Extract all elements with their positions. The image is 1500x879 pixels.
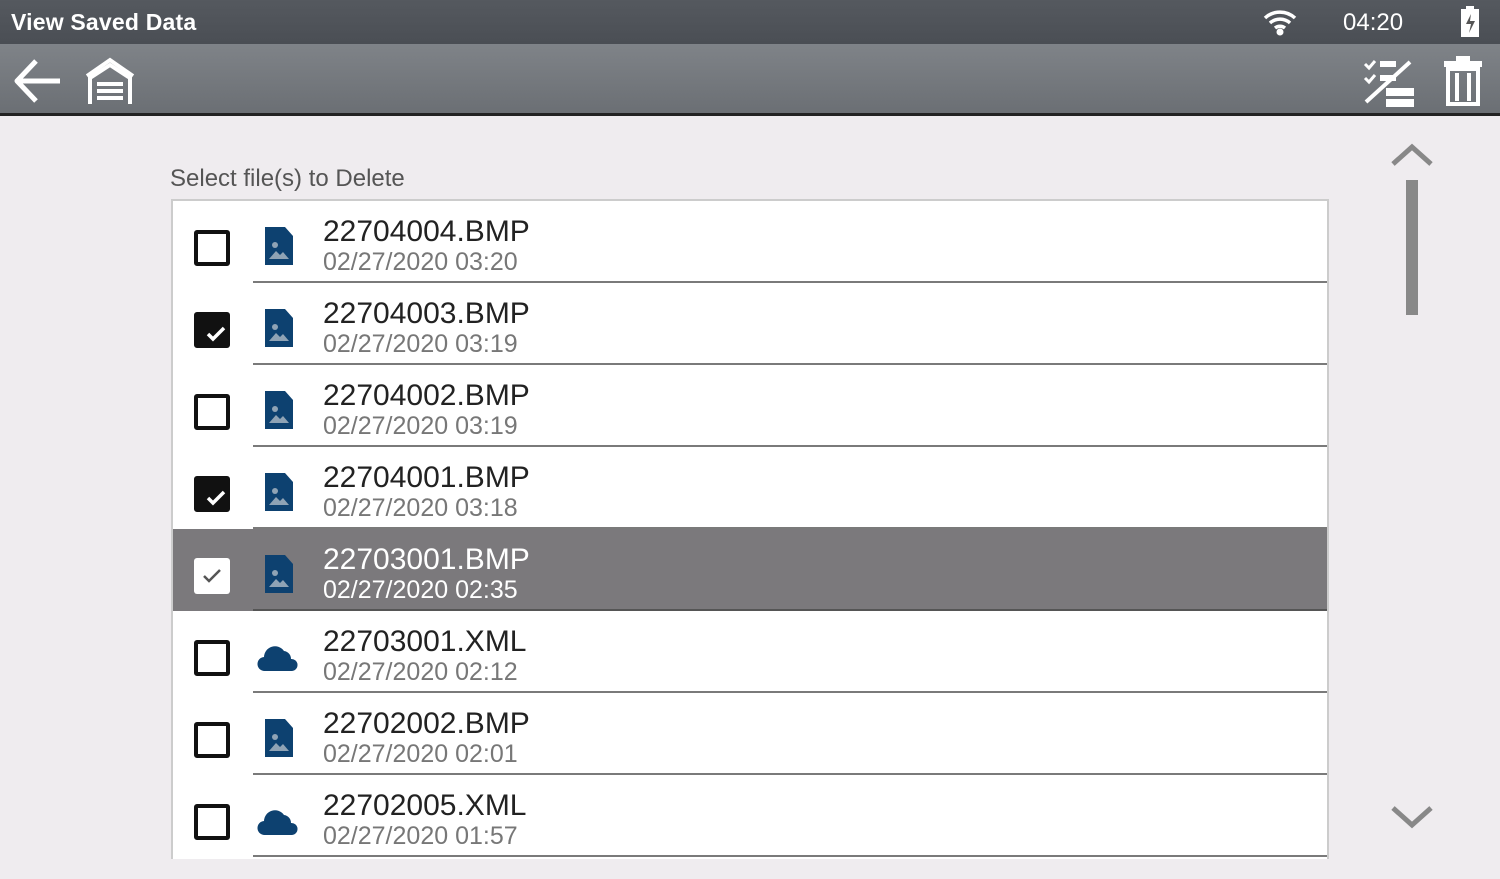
- file-name: 22704003.BMP: [323, 297, 530, 330]
- file-row[interactable]: 22704002.BMP 02/27/2020 03:19: [173, 365, 1327, 447]
- file-date: 02/27/2020 03:19: [323, 412, 518, 440]
- file-date: 02/27/2020 01:57: [323, 822, 518, 850]
- cloud-file-icon: [257, 646, 298, 672]
- file-row[interactable]: 22703001.BMP 02/27/2020 02:35: [173, 529, 1327, 611]
- list-label: Select file(s) to Delete: [170, 165, 405, 192]
- file-row[interactable]: 22704003.BMP 02/27/2020 03:19: [173, 283, 1327, 365]
- file-row[interactable]: 22702002.BMP 02/27/2020 02:01: [173, 693, 1327, 775]
- file-name: 22703001.XML: [323, 625, 527, 658]
- back-arrow-icon[interactable]: [12, 56, 62, 106]
- scrollbar-thumb[interactable]: [1406, 180, 1418, 315]
- image-file-icon: [265, 309, 293, 347]
- file-name: 22703001.BMP: [323, 543, 530, 576]
- cloud-file-icon: [257, 810, 298, 836]
- file-checkbox[interactable]: [194, 722, 230, 758]
- image-file-icon: [265, 555, 293, 593]
- row-divider: [253, 609, 1327, 611]
- file-checkbox[interactable]: [194, 230, 230, 266]
- wifi-icon: [1263, 10, 1297, 36]
- row-divider: [253, 691, 1327, 693]
- file-date: 02/27/2020 03:19: [323, 330, 518, 358]
- image-file-icon: [265, 391, 293, 429]
- file-checkbox[interactable]: [194, 640, 230, 676]
- file-date: 02/27/2020 02:35: [323, 576, 518, 604]
- file-date: 02/27/2020 03:20: [323, 248, 518, 276]
- clock: 04:20: [1343, 9, 1404, 36]
- row-divider: [253, 527, 1327, 529]
- toolbar: [0, 44, 1500, 116]
- battery-charging-icon: [1461, 6, 1479, 37]
- image-file-icon: [265, 473, 293, 511]
- row-divider: [253, 363, 1327, 365]
- row-divider: [253, 855, 1327, 857]
- file-checkbox[interactable]: [194, 804, 230, 840]
- status-bar: View Saved Data 04:20: [0, 0, 1500, 44]
- file-date: 02/27/2020 02:01: [323, 740, 518, 768]
- file-name: 22702002.BMP: [323, 707, 530, 740]
- image-file-icon: [265, 719, 293, 757]
- file-row[interactable]: 22703001.XML 02/27/2020 02:12: [173, 611, 1327, 693]
- screen-title: View Saved Data: [11, 9, 197, 35]
- file-checkbox[interactable]: [194, 394, 230, 430]
- file-checkbox[interactable]: [194, 312, 230, 348]
- file-date: 02/27/2020 02:12: [323, 658, 518, 686]
- file-row[interactable]: 22704001.BMP 02/27/2020 03:18: [173, 447, 1327, 529]
- file-list: 22704004.BMP 02/27/2020 03:20 22704003.B…: [171, 199, 1329, 859]
- file-date: 02/27/2020 03:18: [323, 494, 518, 522]
- file-row[interactable]: 22704004.BMP 02/27/2020 03:20: [173, 201, 1327, 283]
- image-file-icon: [265, 227, 293, 265]
- home-garage-icon[interactable]: [84, 56, 136, 106]
- trash-icon[interactable]: [1442, 54, 1484, 108]
- row-divider: [253, 773, 1327, 775]
- scroll-up-icon[interactable]: [1390, 142, 1434, 168]
- row-divider: [253, 281, 1327, 283]
- deselect-all-icon[interactable]: [1362, 56, 1416, 108]
- scroll-down-icon[interactable]: [1390, 804, 1434, 830]
- file-name: 22704002.BMP: [323, 379, 530, 412]
- file-name: 22704004.BMP: [323, 215, 530, 248]
- file-row[interactable]: 22702005.XML 02/27/2020 01:57: [173, 775, 1327, 857]
- file-checkbox[interactable]: [194, 558, 230, 594]
- file-name: 22704001.BMP: [323, 461, 530, 494]
- file-name: 22702005.XML: [323, 789, 527, 822]
- row-divider: [253, 445, 1327, 447]
- file-checkbox[interactable]: [194, 476, 230, 512]
